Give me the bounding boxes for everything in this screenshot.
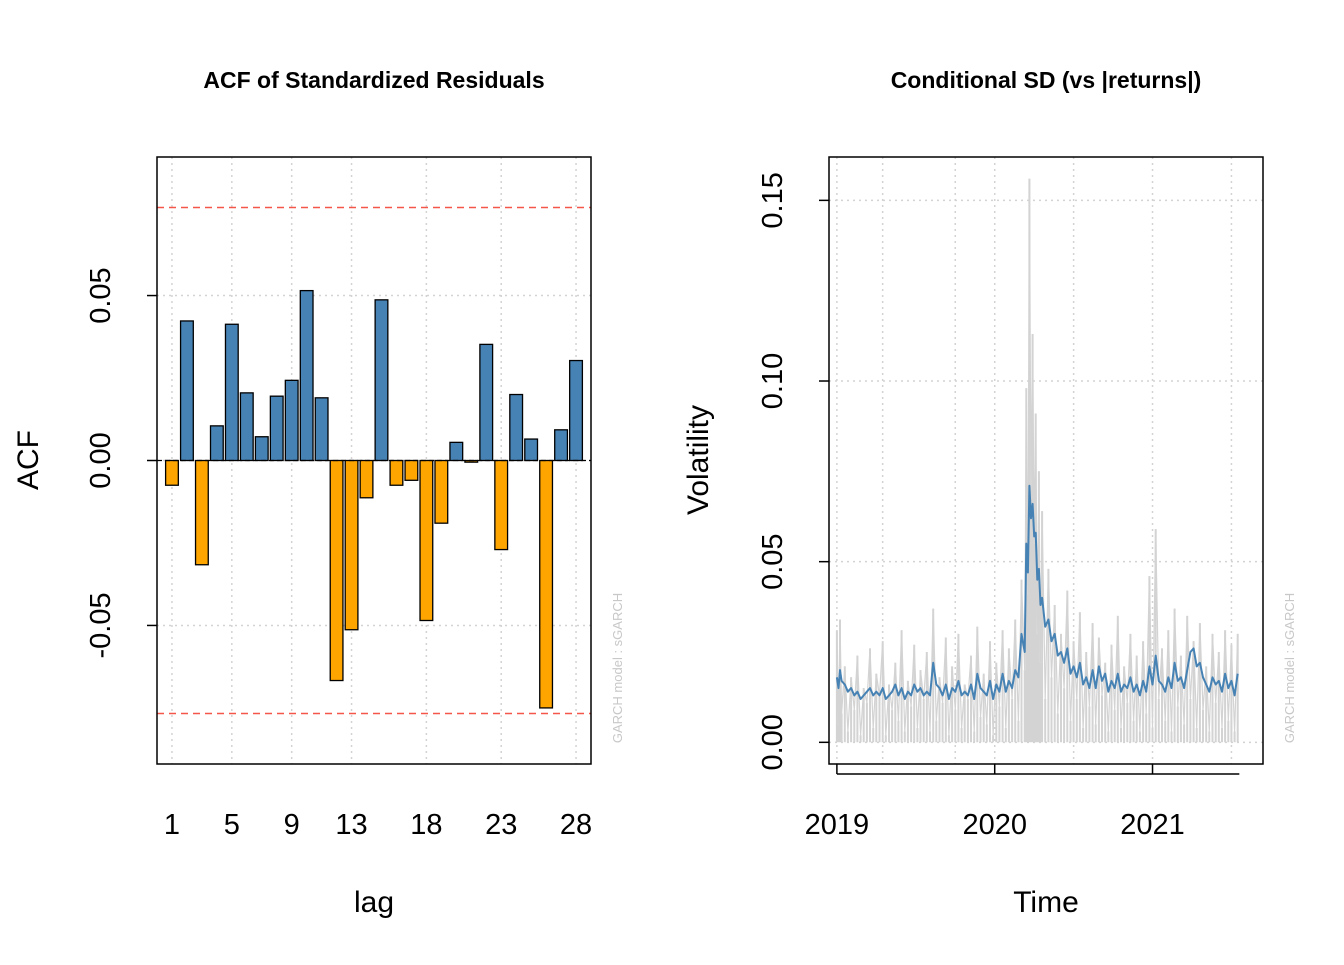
acf-x-tick-label: 28: [560, 809, 592, 841]
vol-title: Conditional SD (vs |returns|): [891, 67, 1202, 93]
vol-x-tick-label: 2019: [805, 809, 870, 841]
acf-bar: [225, 324, 238, 460]
vol-y-tick-label: 0.10: [757, 353, 789, 409]
acf-bar: [196, 461, 209, 565]
acf-bar: [181, 321, 194, 461]
acf-bar: [345, 461, 358, 630]
acf-x-tick-label: 1: [164, 809, 180, 841]
acf-bar: [255, 437, 268, 461]
acf-bar: [570, 361, 583, 461]
acf-y-tick-label: 0.00: [85, 432, 117, 488]
acf-bar: [405, 461, 418, 481]
acf-x-tick-label: 23: [485, 809, 517, 841]
acf-bar: [510, 395, 523, 461]
vol-x-label: Time: [1013, 886, 1079, 919]
acf-bar: [360, 461, 373, 498]
acf-bar: [390, 461, 403, 486]
acf-bar: [315, 398, 328, 461]
acf-bar: [270, 396, 283, 460]
acf-bar: [450, 442, 463, 460]
acf-y-label: ACF: [12, 430, 45, 490]
vol-x-ticks: 2019 2020 2021: [805, 764, 1240, 841]
acf-y-tick-label: 0.05: [85, 267, 117, 323]
acf-x-ticks: 1 5 9 13 18 23 28: [164, 809, 592, 841]
acf-bars: [157, 291, 591, 708]
acf-bar: [211, 426, 224, 461]
acf-model-note: GARCH model : sGARCH: [610, 593, 625, 743]
acf-bar: [285, 380, 298, 460]
vol-x-tick-label: 2020: [962, 809, 1027, 841]
acf-y-tick-label: -0.05: [85, 592, 117, 658]
acf-bar: [525, 439, 538, 460]
acf-x-tick-label: 5: [224, 809, 240, 841]
vol-y-ticks: 0.00 0.05 0.10 0.15: [757, 172, 829, 770]
vol-model-note: GARCH model : sGARCH: [1282, 593, 1297, 743]
acf-x-label: lag: [354, 886, 394, 919]
acf-bar: [166, 461, 179, 486]
acf-bar: [495, 461, 508, 550]
abs-returns-spikes: [837, 179, 1238, 743]
vol-x-tick-label: 2021: [1120, 809, 1185, 841]
acf-bar: [540, 461, 553, 708]
acf-bar: [240, 393, 253, 461]
acf-bar: [555, 430, 568, 461]
acf-y-ticks: -0.05 0.00 0.05: [85, 267, 157, 658]
vol-y-tick-label: 0.15: [757, 172, 789, 228]
acf-title: ACF of Standardized Residuals: [203, 67, 544, 93]
acf-x-tick-label: 9: [284, 809, 300, 841]
acf-bar: [435, 461, 448, 524]
vol-y-tick-label: 0.00: [757, 714, 789, 770]
acf-bar: [480, 344, 493, 460]
acf-bar: [375, 300, 388, 461]
acf-x-tick-label: 18: [410, 809, 442, 841]
vol-y-tick-label: 0.05: [757, 533, 789, 589]
vol-y-label: Volatility: [682, 405, 715, 515]
acf-bar: [300, 291, 313, 461]
acf-bar: [330, 461, 343, 681]
acf-x-tick-label: 13: [335, 809, 367, 841]
acf-bar: [420, 461, 433, 621]
vol-abs-returns-series: [837, 179, 1238, 743]
